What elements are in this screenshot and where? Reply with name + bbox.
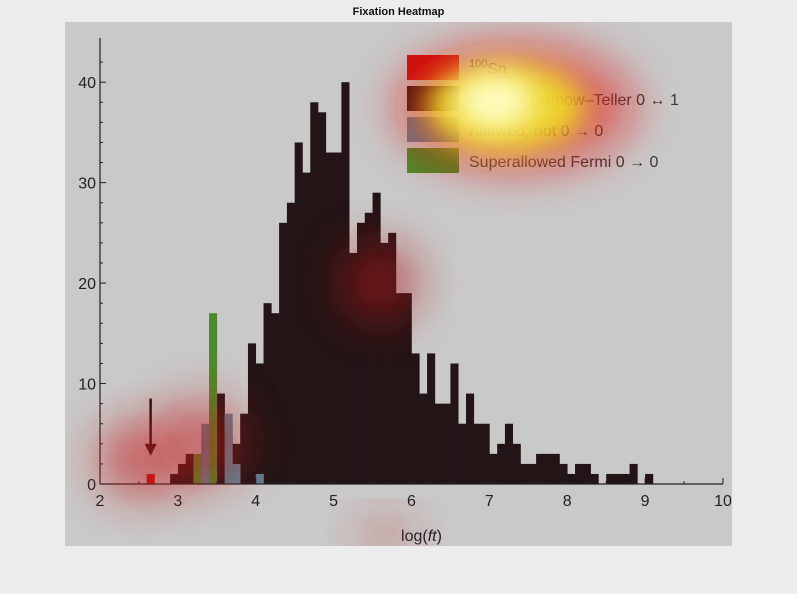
- bar-1-22: [341, 82, 350, 484]
- bar-4-0: [146, 473, 155, 484]
- bar-1-56: [606, 473, 615, 484]
- bar-1-38: [466, 393, 475, 484]
- x-axis-label: log(ft): [401, 528, 442, 545]
- ticks-layer: 2 3 4 5 6 7 8 9 10 0 10 20 30 40 log(ft): [78, 61, 732, 545]
- x-tick-label-6: 8: [563, 493, 572, 510]
- bar-1-36: [450, 363, 459, 484]
- figure-canvas: 2 3 4 5 6 7 8 9 10 0 10 20 30 40 log(ft) 100Sn Allowed …: [65, 22, 732, 546]
- annotation-arrow-head: [144, 443, 157, 456]
- bar-1-1: [177, 463, 186, 484]
- legend-label-1: Allowed Gamow–Teller 0 ↔ 1: [469, 92, 679, 109]
- x-tick-label-7: 9: [641, 493, 650, 510]
- bar-1-28: [388, 232, 397, 484]
- bar-2-2: [232, 463, 241, 484]
- bar-1-57: [613, 473, 623, 484]
- legend-swatch-3: [407, 148, 459, 173]
- bar-1-9: [240, 413, 249, 484]
- bar-2-0: [201, 423, 210, 484]
- bars-layer: [146, 82, 654, 485]
- legend: 100Sn Allowed Gamow–Teller 0 ↔ 1 Allowed, …: [407, 55, 679, 173]
- bar-1-39: [473, 423, 482, 484]
- x-tick-label-1: 3: [173, 493, 182, 510]
- bar-1-41: [489, 453, 498, 484]
- y-tick-label-2: 20: [78, 276, 96, 293]
- legend-label-2: Allowed, not 0 → 0: [469, 123, 603, 140]
- bar-1-24: [356, 222, 366, 484]
- y-tick-label-4: 40: [78, 75, 96, 92]
- y-tick-label-3: 30: [78, 176, 96, 193]
- bar-1-32: [419, 393, 428, 484]
- bar-1-52: [575, 463, 584, 484]
- bar-1-23: [349, 252, 358, 484]
- bar-1-50: [559, 463, 568, 484]
- bar-3-0: [193, 453, 202, 484]
- x-tick-label-4: 6: [407, 493, 416, 510]
- x-tick-label-0: 2: [96, 493, 105, 510]
- bar-1-46: [528, 463, 537, 484]
- bar-1-42: [497, 443, 506, 484]
- bar-1-45: [520, 463, 529, 484]
- y-tick-label-0: 0: [87, 477, 96, 494]
- bar-1-17: [302, 172, 311, 484]
- bar-1-15: [286, 202, 295, 484]
- bar-1-34: [434, 403, 443, 484]
- bar-1-44: [512, 443, 521, 484]
- bar-1-12: [263, 303, 272, 484]
- bar-1-61: [645, 473, 654, 484]
- bar-1-16: [294, 142, 303, 485]
- bar-1-25: [364, 212, 373, 485]
- bar-1-18: [310, 102, 319, 484]
- bar-1-26: [372, 192, 381, 484]
- legend-swatch-0: [407, 55, 459, 80]
- legend-label-0: 100Sn: [469, 58, 507, 78]
- bar-1-58: [621, 473, 630, 484]
- bar-1-53: [582, 463, 591, 484]
- bar-1-6: [216, 393, 225, 484]
- bar-1-51: [567, 473, 576, 484]
- bar-1-30: [403, 293, 412, 484]
- bar-1-33: [427, 353, 436, 484]
- bar-1-48: [543, 453, 552, 484]
- legend-swatch-1: [407, 86, 459, 111]
- x-tick-label-3: 5: [329, 493, 338, 510]
- annotation-layer: [144, 398, 157, 456]
- bar-1-0: [170, 473, 179, 484]
- y-tick-label-1: 10: [78, 377, 96, 394]
- bar-1-40: [481, 423, 490, 484]
- bar-1-19: [318, 112, 327, 485]
- bar-1-27: [380, 242, 389, 484]
- x-tick-label-5: 7: [485, 493, 494, 510]
- bar-1-2: [185, 453, 194, 484]
- bar-1-21: [333, 152, 342, 484]
- bar-1-29: [395, 293, 405, 484]
- bar-3-1: [209, 313, 218, 484]
- bar-1-11: [255, 363, 264, 484]
- bar-1-35: [442, 403, 451, 484]
- bar-1-47: [536, 453, 545, 484]
- bar-1-43: [504, 423, 514, 484]
- bar-2-1: [224, 413, 233, 484]
- x-tick-label-8: 10: [714, 493, 732, 510]
- x-tick-label-2: 4: [251, 493, 260, 510]
- histogram-chart: 2 3 4 5 6 7 8 9 10 0 10 20 30 40 log(ft) 100Sn Allowed …: [78, 38, 732, 546]
- bar-1-31: [411, 353, 420, 484]
- bar-1-14: [279, 222, 288, 484]
- bar-1-49: [551, 453, 560, 484]
- legend-label-3: Superallowed Fermi 0 → 0: [469, 154, 659, 171]
- bar-1-54: [590, 473, 599, 484]
- legend-swatch-2: [407, 117, 459, 142]
- window-title: Fixation Heatmap: [352, 6, 445, 18]
- bar-1-37: [458, 423, 467, 484]
- bar-1-10: [247, 343, 257, 484]
- bar-1-13: [271, 313, 280, 484]
- bar-2-3: [255, 473, 264, 484]
- bar-1-59: [629, 463, 638, 484]
- bar-1-20: [325, 152, 334, 484]
